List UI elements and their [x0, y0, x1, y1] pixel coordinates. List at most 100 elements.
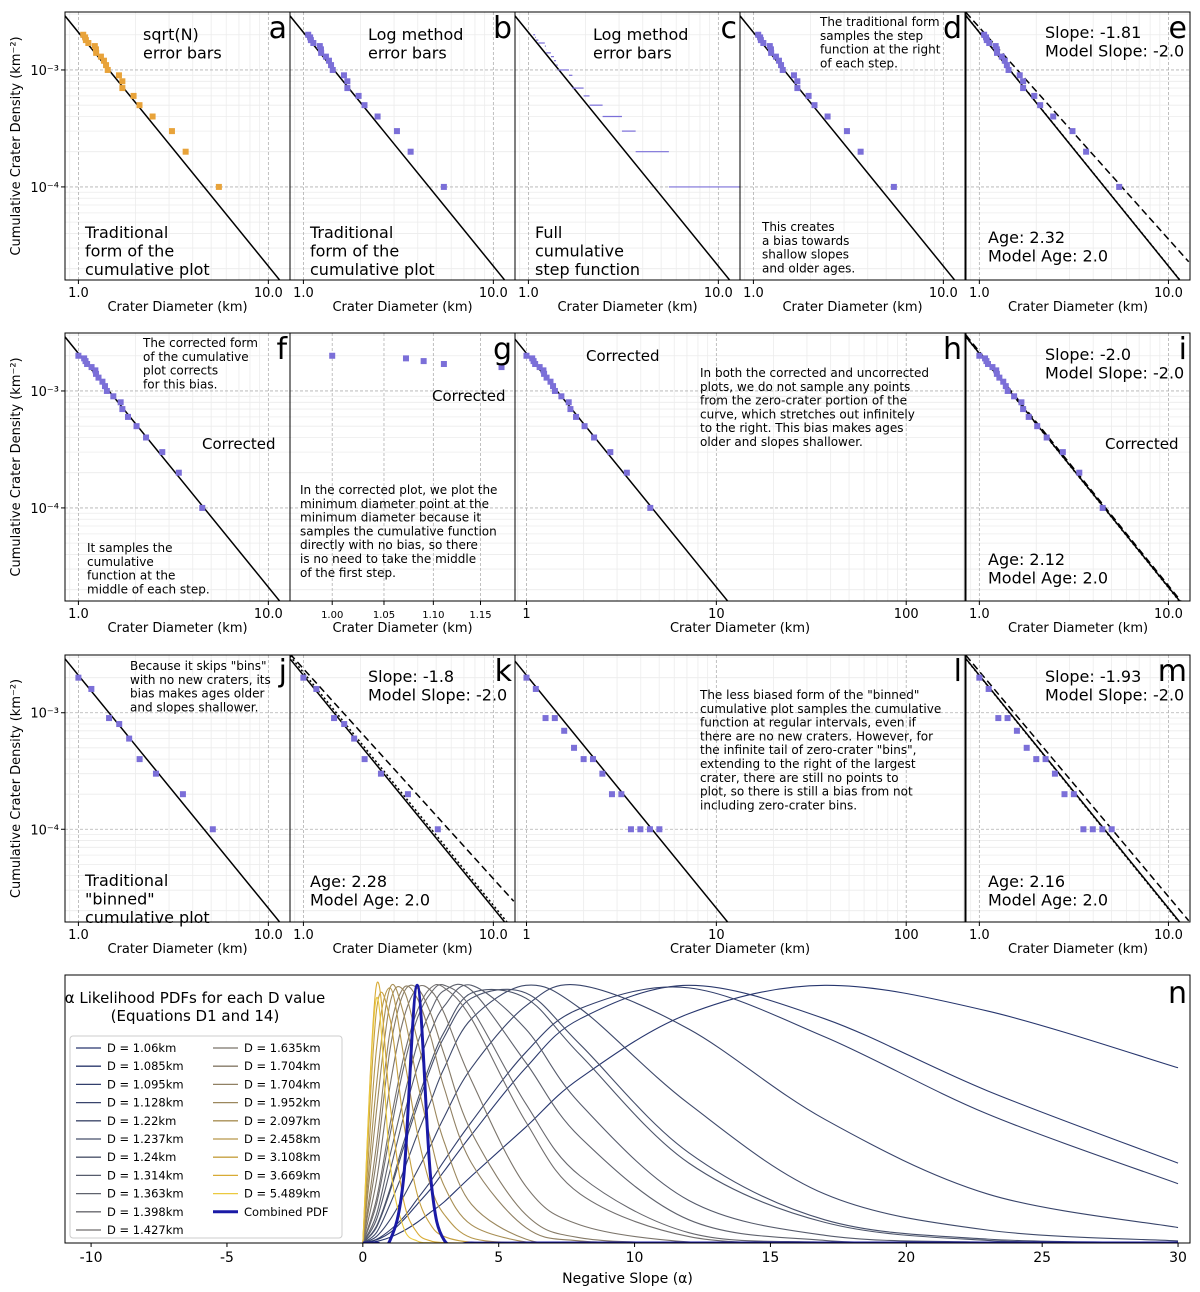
point	[558, 393, 565, 400]
panel-label: n	[1168, 976, 1187, 1011]
annotation: shallow slopes	[762, 248, 849, 262]
x-tick-label: 1.0	[518, 286, 539, 301]
model-line	[966, 655, 1190, 922]
annotation: step function	[535, 260, 640, 279]
x-tick-label: 10.0	[1154, 607, 1183, 622]
point	[986, 40, 993, 47]
point	[124, 413, 131, 420]
point	[523, 352, 530, 359]
annotation: and slopes shallower.	[130, 700, 258, 714]
x-tick-label: 1.00	[321, 610, 343, 621]
x-tick-label: 1.05	[373, 610, 395, 621]
x-tick-label: 1.15	[469, 610, 491, 621]
point	[340, 72, 347, 79]
annotation: samples the cumulative function	[300, 524, 497, 538]
panel-label: a	[269, 11, 287, 46]
point	[1099, 504, 1106, 511]
annotation: Model Age: 2.0	[988, 568, 1108, 587]
point	[97, 53, 104, 60]
panel-label: g	[493, 332, 512, 367]
legend-title: α Likelihood PDFs for each D value	[65, 989, 325, 1007]
point	[1080, 826, 1087, 833]
point	[1001, 57, 1008, 64]
x-tick-label: 30	[1169, 1250, 1187, 1266]
y-axis-label: Cumulative Crater Density (km⁻²)	[9, 357, 24, 576]
annotation: Log method	[368, 25, 463, 44]
point	[355, 92, 362, 99]
point	[993, 367, 1000, 374]
plot-area	[966, 333, 1190, 601]
point	[1031, 92, 1038, 99]
point	[117, 399, 124, 406]
point	[1042, 756, 1049, 763]
point	[623, 469, 630, 476]
point	[110, 393, 117, 400]
legend-label: D = 5.489km	[244, 1187, 321, 1201]
x-tick-label: 10.0	[479, 286, 508, 301]
point	[1043, 434, 1050, 441]
annotation: Slope: -1.93	[1045, 667, 1141, 686]
point	[976, 674, 983, 681]
legend-label: D = 1.128km	[107, 1096, 184, 1110]
plot-area	[740, 12, 965, 280]
point	[407, 148, 414, 155]
point	[768, 49, 775, 56]
x-tick-label: 1.0	[68, 607, 89, 622]
point	[1005, 66, 1012, 73]
point	[143, 434, 150, 441]
point	[88, 685, 95, 692]
point	[498, 364, 505, 371]
annotation: and older ages.	[762, 261, 855, 275]
annotation: Model Age: 2.0	[988, 246, 1108, 265]
legend-label: D = 1.314km	[107, 1168, 184, 1182]
x-tick-label: 1.0	[68, 286, 89, 301]
panel-label: l	[954, 654, 962, 689]
annotation: older and slopes shallower.	[700, 435, 863, 449]
panel-label: f	[276, 332, 288, 367]
point	[116, 721, 123, 728]
legend-label: Combined PDF	[244, 1205, 329, 1219]
point	[772, 53, 779, 60]
point	[992, 43, 999, 50]
point	[581, 423, 588, 430]
point	[993, 370, 1000, 377]
point	[310, 40, 317, 47]
point	[1011, 393, 1018, 400]
annotation: sqrt(N)	[143, 25, 199, 44]
frame	[965, 332, 1191, 602]
point	[115, 72, 122, 79]
annotation: Slope: -2.0	[1045, 345, 1131, 364]
y-tick-label: 10⁻⁴	[30, 823, 59, 838]
annotation: function at the	[87, 569, 175, 583]
x-tick-label: 1.0	[969, 928, 990, 943]
point	[88, 364, 95, 371]
point	[767, 46, 774, 53]
point	[857, 148, 864, 155]
x-tick-label: 1.0	[743, 286, 764, 301]
model-line	[515, 15, 731, 280]
point	[93, 49, 100, 56]
point	[344, 85, 351, 92]
x-tick-label: 10.0	[929, 286, 958, 301]
point	[580, 756, 587, 763]
annotation: cumulative plot	[310, 260, 435, 279]
x-axis-label: Negative Slope (α)	[562, 1271, 693, 1287]
point	[93, 370, 100, 377]
frame	[965, 11, 1191, 281]
annotation: error bars	[593, 43, 672, 62]
x-tick-label: 10.0	[254, 928, 283, 943]
x-tick-label: 10	[626, 1250, 644, 1266]
point	[824, 113, 831, 120]
point	[1051, 770, 1058, 777]
plot-area	[362, 981, 1179, 1243]
point	[159, 449, 166, 456]
point	[998, 53, 1005, 60]
point	[543, 374, 550, 381]
annotation: form of the	[310, 241, 399, 260]
pdf-curve	[362, 988, 1179, 1243]
point	[995, 715, 1002, 722]
point	[637, 826, 644, 833]
point	[1004, 387, 1011, 394]
x-axis-label: Crater Diameter (km)	[332, 300, 472, 315]
x-tick-label: 15	[762, 1250, 780, 1266]
